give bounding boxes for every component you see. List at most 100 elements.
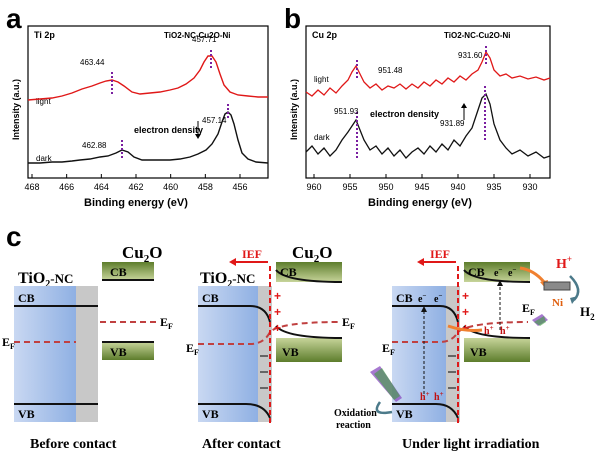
arrow-head bbox=[570, 296, 578, 304]
after-contact-diagram: IEF Cu2O TiO2-NC + + + CB VB CB VB bbox=[186, 243, 355, 452]
cu2o-cb-bent bbox=[463, 269, 531, 283]
cu2o-vb-band bbox=[276, 338, 342, 362]
label-vb: VB bbox=[282, 345, 299, 359]
panel-b-ylabel: Intensity (a.u.) bbox=[289, 79, 299, 140]
hole-transfer-arrow bbox=[447, 324, 483, 332]
label-ef: EF bbox=[342, 315, 355, 331]
light-beam-icon bbox=[534, 316, 546, 326]
label-ief: IEF bbox=[242, 247, 262, 261]
panel-a-xlabel: Binding energy (eV) bbox=[84, 197, 188, 209]
label-vb: VB bbox=[110, 345, 127, 359]
panel-a-element: Ti 2p bbox=[34, 30, 55, 40]
tio2-vb-bent bbox=[198, 403, 271, 419]
peak-label: 951.48 bbox=[378, 66, 403, 75]
label-oxidation: Oxidation reaction bbox=[334, 408, 377, 431]
x-tick-label: 456 bbox=[232, 182, 247, 192]
annotation-electron-density: electron density bbox=[370, 109, 439, 119]
x-tick-label: 468 bbox=[24, 182, 39, 192]
panel-c-letter: c bbox=[6, 221, 22, 252]
annotation-electron-density: electron density bbox=[134, 125, 203, 135]
label-vb: VB bbox=[202, 407, 219, 421]
label-vb: VB bbox=[470, 345, 487, 359]
hole-label: h+ bbox=[420, 390, 430, 403]
panel-a-letter: a bbox=[6, 3, 22, 34]
arrow-head bbox=[229, 258, 236, 266]
panel-b-light-label: light bbox=[314, 75, 329, 84]
before-contact-diagram: Cu2O TiO2-NC CB VB CB VB EF EF Before co… bbox=[2, 243, 173, 452]
label-tio2nc: TiO2-NC bbox=[200, 270, 255, 290]
label-h2: H2 bbox=[580, 304, 595, 322]
oxidation-arrow bbox=[375, 401, 393, 415]
panel-a-light-curve bbox=[27, 55, 268, 101]
panel-b-light-curve bbox=[305, 50, 551, 97]
label-vb: VB bbox=[18, 407, 35, 421]
label-ef: EF bbox=[2, 335, 15, 351]
x-tick-label: 458 bbox=[198, 182, 213, 192]
tio2-band-area bbox=[14, 286, 76, 422]
arrow-head bbox=[421, 306, 427, 312]
electron-transfer-arrow bbox=[519, 266, 546, 283]
hole-label: h+ bbox=[484, 324, 494, 337]
interface-charge-plus: + bbox=[274, 289, 281, 303]
oxidation-line-1: Oxidation bbox=[334, 408, 377, 419]
tio2-band-area bbox=[198, 286, 258, 422]
x-tick-label: 955 bbox=[342, 182, 357, 192]
x-tick-label: 935 bbox=[486, 182, 501, 192]
peak-label: 457.14 bbox=[202, 116, 227, 125]
peak-label: 457.71 bbox=[192, 35, 217, 44]
panel-b-dark-curve bbox=[305, 92, 551, 159]
panel-b-dark-label: dark bbox=[314, 133, 331, 142]
tio2-band-area bbox=[392, 286, 446, 422]
interface-charge-plus: + bbox=[274, 305, 281, 319]
label-cb: CB bbox=[18, 291, 35, 305]
label-ef: EF bbox=[522, 301, 535, 317]
label-cb: CB bbox=[396, 291, 413, 305]
label-cu2o: Cu2O bbox=[122, 243, 162, 265]
interface-gap bbox=[76, 286, 98, 422]
ni-cocatalyst bbox=[543, 281, 571, 291]
panel-b-letter: b bbox=[284, 3, 301, 34]
interface-charge-plus: + bbox=[462, 321, 469, 335]
caption-before-contact: Before contact bbox=[30, 437, 117, 452]
peak-label: 462.88 bbox=[82, 141, 107, 150]
tio2-vb-bent bbox=[392, 403, 459, 419]
peak-label: 463.44 bbox=[80, 58, 105, 67]
x-tick-label: 466 bbox=[59, 182, 74, 192]
arrow-head bbox=[497, 280, 503, 286]
x-tick-label: 960 bbox=[306, 182, 321, 192]
x-tick-label: 950 bbox=[378, 182, 393, 192]
panel-b-sample: TiO2-NC-Cu2O-Ni bbox=[444, 31, 511, 40]
cu2o-cb-band bbox=[102, 262, 154, 280]
arrow-head bbox=[195, 134, 201, 139]
light-irradiation-diagram: IEF + + + CB VB CB VB EF EF bbox=[334, 247, 595, 452]
cu2o-vb-band bbox=[102, 342, 154, 360]
electron-label: e− bbox=[508, 266, 516, 279]
label-cb: CB bbox=[110, 265, 127, 279]
interface-charge-plus: + bbox=[462, 305, 469, 319]
peak-label: 931.89 bbox=[440, 119, 465, 128]
interface-charge-plus: + bbox=[274, 321, 281, 335]
electron-label: e− bbox=[434, 292, 442, 305]
label-cb: CB bbox=[468, 265, 485, 279]
arrow-head bbox=[461, 103, 467, 108]
caption-light: Under light irradiation bbox=[402, 437, 540, 452]
oxidation-line-2: reaction bbox=[336, 420, 371, 431]
label-cu2o: Cu2O bbox=[292, 243, 332, 265]
panel-a-ylabel: Intensity (a.u.) bbox=[11, 79, 21, 140]
panel-a-dark-label: dark bbox=[36, 154, 53, 163]
panel-b-xlabel: Binding energy (eV) bbox=[368, 197, 472, 209]
hole-label: h+ bbox=[500, 324, 510, 337]
peak-label: 951.93 bbox=[334, 107, 359, 116]
panel-a-xticks: 468 466 464 462 460 458 456 bbox=[24, 174, 248, 192]
label-vb: VB bbox=[396, 407, 413, 421]
label-hplus: H+ bbox=[556, 254, 572, 272]
x-tick-label: 940 bbox=[450, 182, 465, 192]
panel-c-band-diagram: c Cu2O TiO2-NC CB VB CB VB EF EF Before … bbox=[2, 221, 595, 452]
x-tick-label: 464 bbox=[94, 182, 109, 192]
label-cb: CB bbox=[280, 265, 297, 279]
panel-b-element: Cu 2p bbox=[312, 30, 338, 40]
panel-b-xticks: 960 955 950 945 940 935 930 bbox=[306, 174, 538, 192]
x-tick-label: 460 bbox=[163, 182, 178, 192]
cu2o-vb-band bbox=[464, 338, 530, 362]
label-ef: EF bbox=[186, 341, 199, 357]
